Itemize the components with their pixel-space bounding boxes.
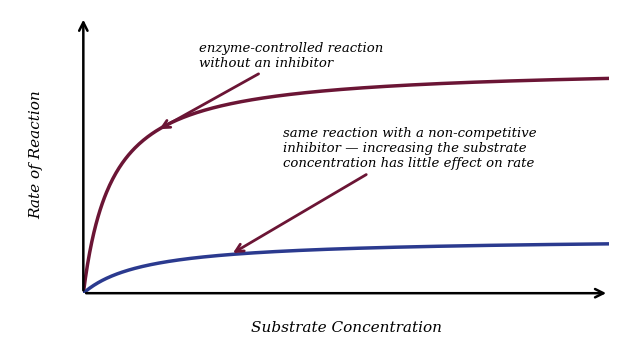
Text: Substrate Concentration: Substrate Concentration bbox=[251, 321, 442, 335]
Text: same reaction with a non-competitive
inhibitor — increasing the substrate
concen: same reaction with a non-competitive inh… bbox=[236, 127, 537, 251]
Text: Rate of Reaction: Rate of Reaction bbox=[29, 91, 43, 219]
Text: enzyme-controlled reaction
without an inhibitor: enzyme-controlled reaction without an in… bbox=[162, 42, 383, 128]
